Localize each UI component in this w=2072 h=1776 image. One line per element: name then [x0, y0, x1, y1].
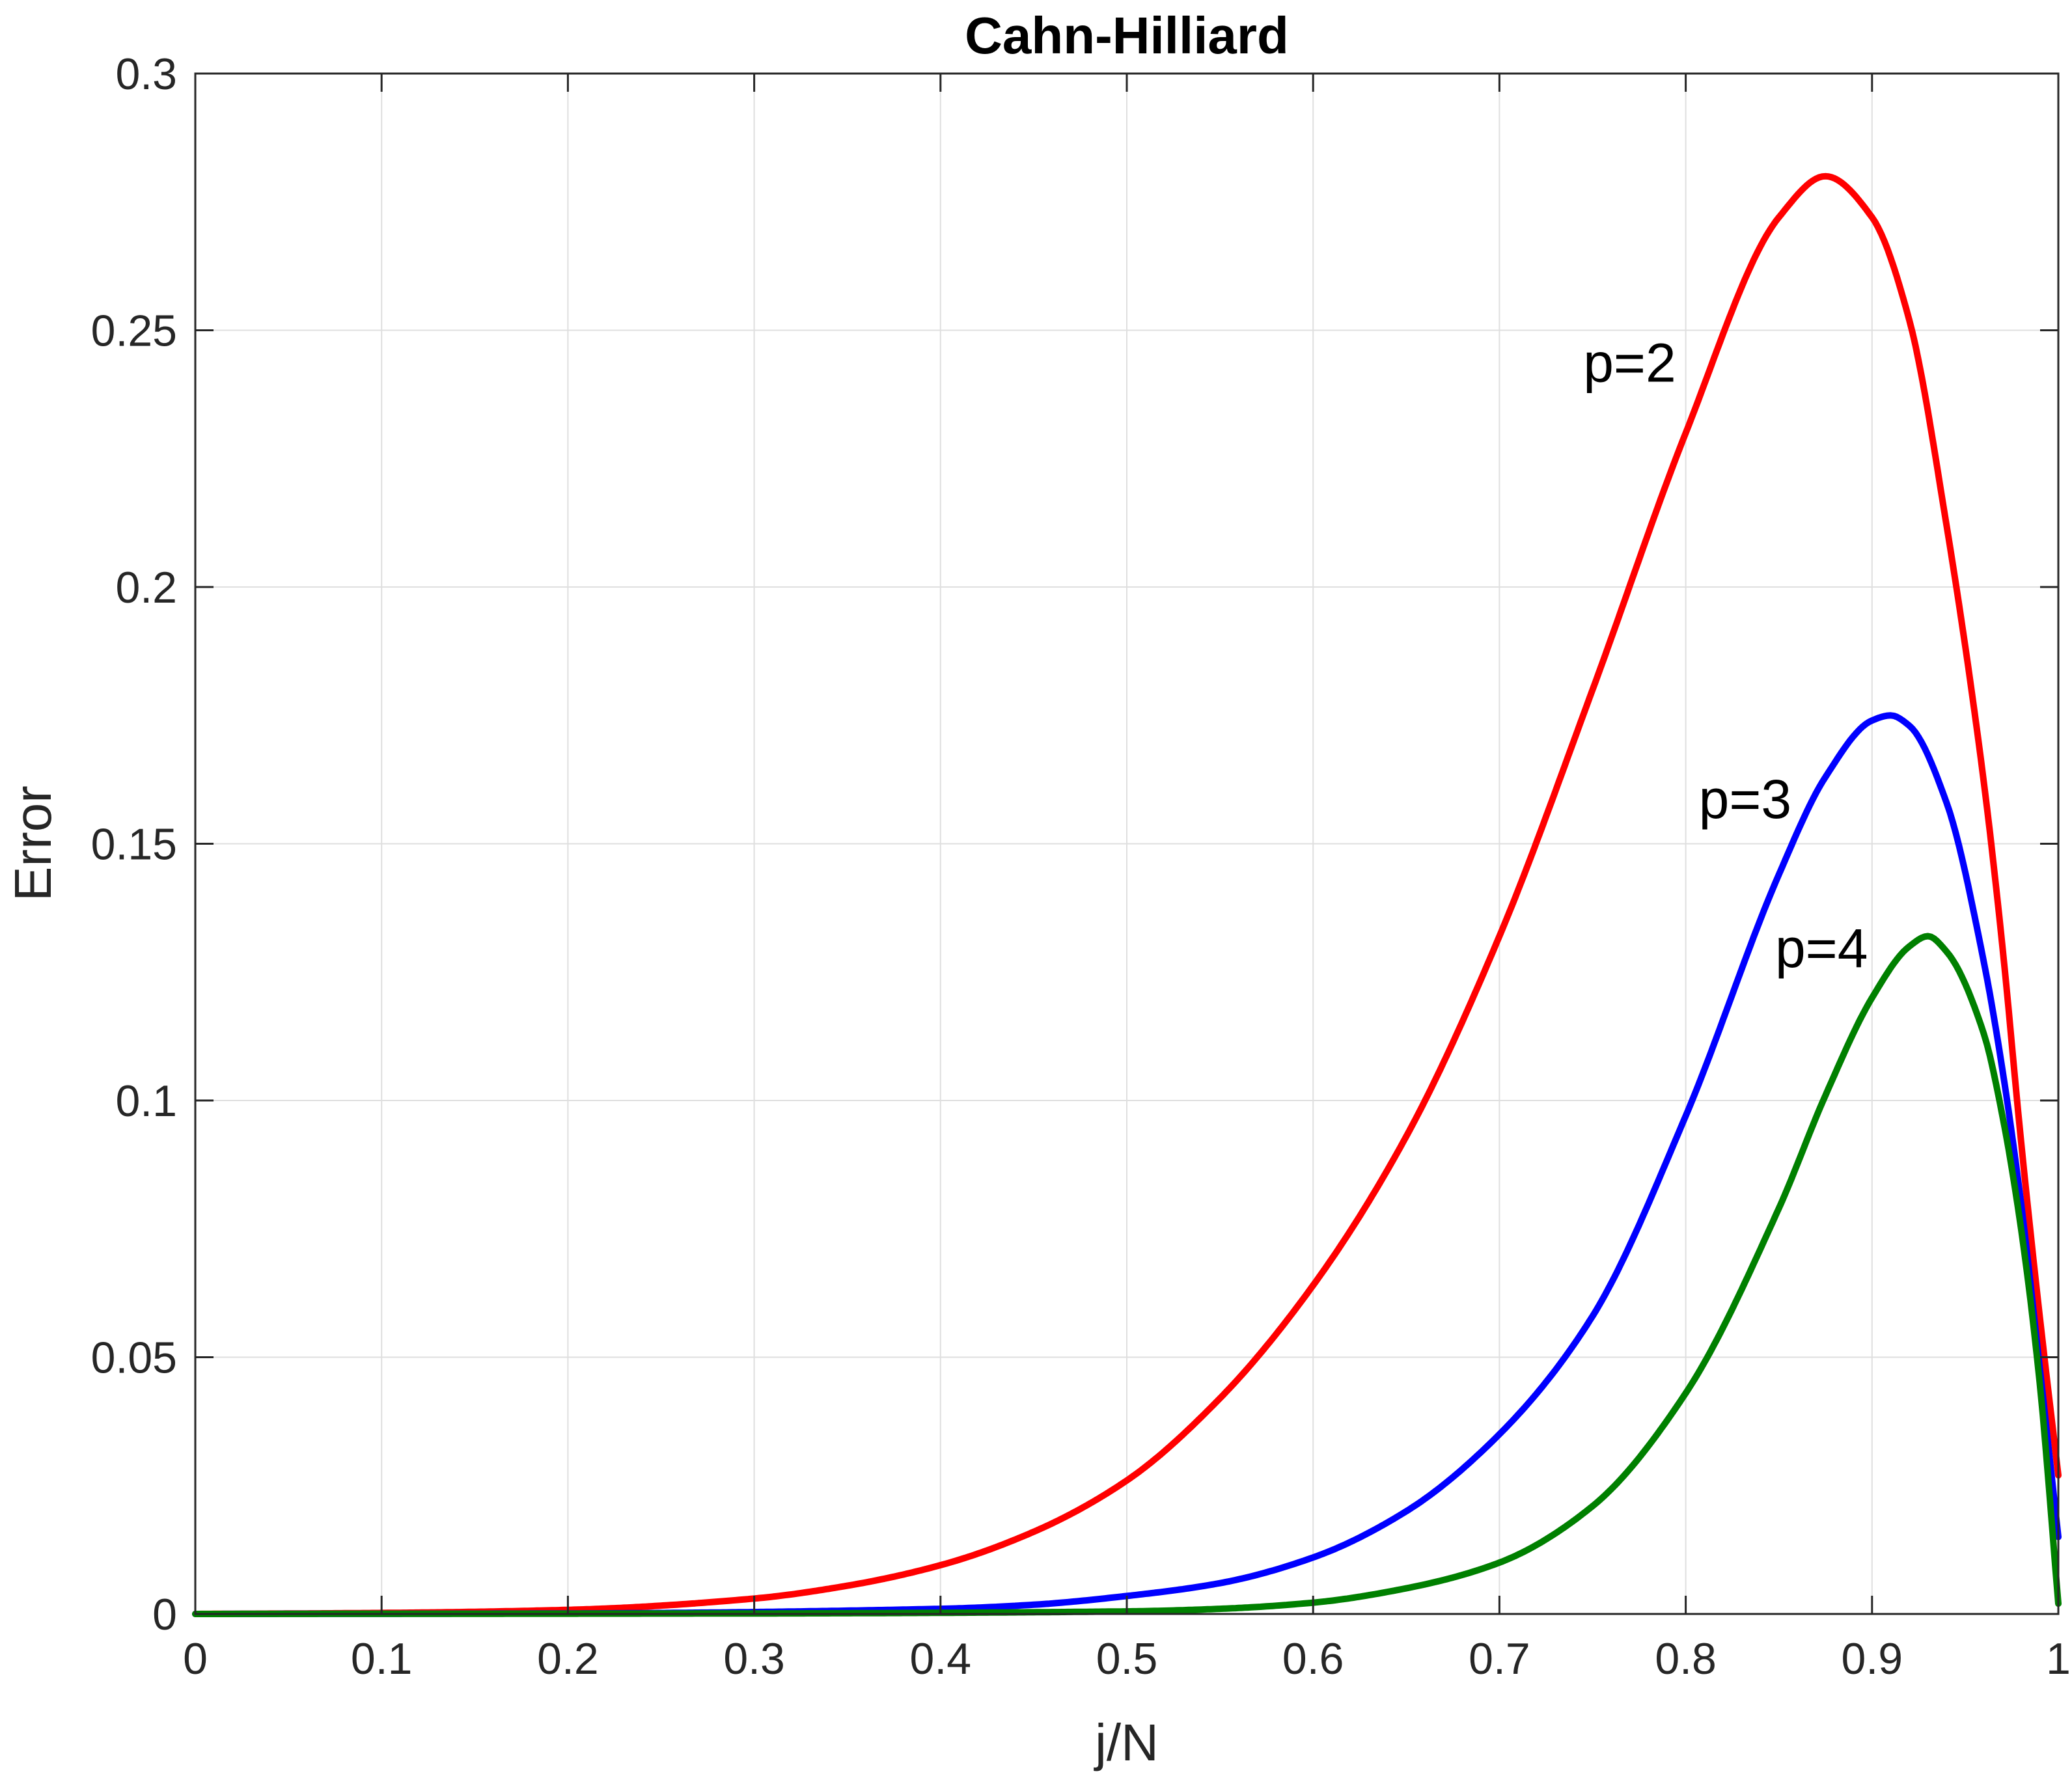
x-tick-label: 0.5 [1096, 1634, 1158, 1684]
x-tick-label: 0.9 [1842, 1634, 1903, 1684]
y-tick-label: 0.2 [115, 563, 177, 612]
y-axis-label: Error [4, 786, 62, 901]
x-tick-label: 0 [183, 1634, 208, 1684]
x-tick-label: 1 [2046, 1634, 2071, 1684]
y-tick-label: 0.3 [115, 49, 177, 99]
annotation-label: p=2 [1583, 332, 1676, 393]
y-tick-label: 0 [152, 1590, 177, 1639]
y-tick-label: 0.1 [115, 1076, 177, 1126]
x-tick-label: 0.4 [910, 1634, 972, 1684]
tick-labels: 0 0.1 0.2 0.3 0.4 0.5 0.6 0.7 0.8 0.9 1 0 0.05 0.1 0.1… [91, 49, 2071, 1684]
chart-title: Cahn-Hilliard [965, 7, 1289, 64]
x-tick-label: 0.3 [723, 1634, 785, 1684]
y-tick-label: 0.25 [91, 307, 177, 356]
grid-lines [195, 73, 2059, 1615]
y-tick-label: 0.15 [91, 820, 177, 869]
y-tick-label: 0.05 [91, 1333, 177, 1383]
x-tick-label: 0.1 [351, 1634, 413, 1684]
x-axis-label: j/N [1094, 1714, 1159, 1771]
annotation-label: p=4 [1775, 918, 1868, 979]
axis-ticks [194, 72, 2060, 1615]
x-tick-label: 0.2 [537, 1634, 599, 1684]
annotations: p=2 p=3 p=4 [1583, 332, 1868, 978]
x-tick-label: 0.6 [1282, 1634, 1344, 1684]
annotation-label: p=3 [1699, 769, 1792, 830]
x-tick-label: 0.8 [1655, 1634, 1717, 1684]
x-tick-label: 0.7 [1469, 1634, 1530, 1684]
